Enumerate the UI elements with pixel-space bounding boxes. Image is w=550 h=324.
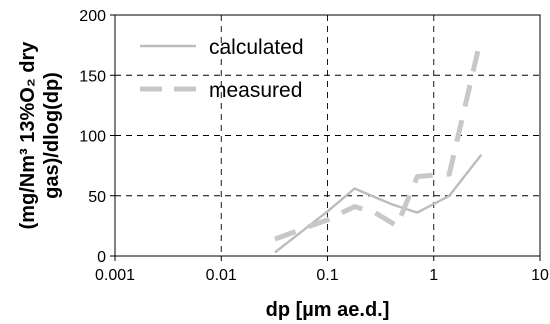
y-tick-label: 0 bbox=[97, 249, 106, 266]
legend-label-calculated: calculated bbox=[209, 36, 304, 59]
y-tick-label: 50 bbox=[88, 189, 106, 206]
y-tick-label: 200 bbox=[79, 8, 106, 25]
x-axis-title: dp [µm ae.d.] bbox=[266, 299, 390, 321]
x-tick-label: 10 bbox=[531, 267, 549, 284]
y-tick-label: 150 bbox=[79, 68, 106, 85]
x-tick-label: 1 bbox=[429, 267, 438, 284]
x-tick-label: 0.01 bbox=[206, 267, 237, 284]
legend-label-measured: measured bbox=[209, 79, 302, 102]
y-tick-label: 100 bbox=[79, 129, 106, 146]
x-tick-label: 0.001 bbox=[95, 267, 135, 284]
x-tick-label: 0.1 bbox=[316, 267, 338, 284]
y-axis-title-line: (mg/Nm³ 13%O₂ dry bbox=[17, 41, 39, 230]
grid-lines bbox=[115, 15, 540, 256]
series-line-measured bbox=[274, 50, 481, 242]
legend: calculated measured bbox=[140, 36, 304, 102]
y-axis-title: (mg/Nm³ 13%O₂ dry gas)/dlog(dp) bbox=[17, 41, 63, 230]
series-lines bbox=[274, 50, 483, 254]
series-line-calculated bbox=[274, 154, 483, 254]
y-axis-title-line: gas)/dlog(dp) bbox=[41, 72, 63, 199]
